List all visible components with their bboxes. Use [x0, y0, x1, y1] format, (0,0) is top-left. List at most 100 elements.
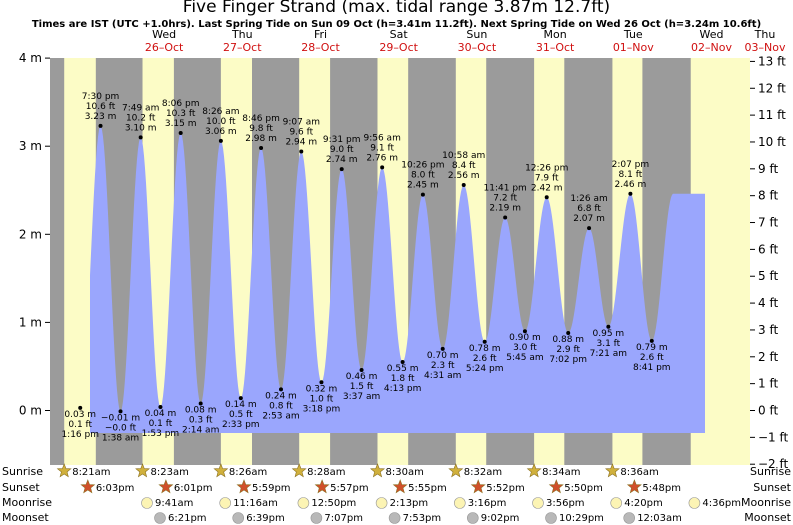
tide-label: 0.24 m	[265, 391, 297, 401]
almanac-row-label: Moonset	[2, 511, 49, 524]
tide-label: 2.42 m	[531, 183, 563, 193]
day-of-week: Thu	[231, 28, 253, 41]
sunset-icon	[626, 479, 642, 494]
tide-point	[319, 380, 324, 385]
tide-label: 0.90 m	[509, 333, 541, 343]
almanac-row-label: Moonrise	[2, 496, 52, 509]
sunset-icon	[314, 479, 330, 494]
tide-label: 10:58 am	[442, 151, 485, 161]
right-axis-label: −1 ft	[758, 430, 789, 444]
tide-label: 3.06 m	[205, 127, 237, 137]
sunset-icon	[548, 479, 564, 494]
right-axis-label: −2 ft	[758, 457, 789, 471]
tide-label: 0.04 m	[145, 409, 177, 419]
tide-label: 1:38 am	[102, 433, 139, 443]
tide-point	[178, 130, 183, 135]
tide-label: 7.9 ft	[535, 173, 559, 183]
chart-title: Five Finger Strand (max. tidal range 3.8…	[182, 0, 611, 17]
tide-label: 0.32 m	[306, 384, 338, 394]
tide-point	[587, 226, 592, 231]
sunrise-time: 8:26am	[229, 467, 267, 478]
tide-label: 2.45 m	[407, 181, 439, 191]
tide-label: 2.56 m	[448, 171, 480, 181]
moonrise-time: 4:20pm	[624, 498, 663, 509]
sunrise-icon	[448, 463, 464, 478]
tide-point	[420, 192, 425, 197]
tide-label: 2:07 pm	[612, 160, 650, 170]
tide-label: 0.3 ft	[189, 415, 213, 425]
moonrise-icon	[688, 497, 701, 509]
right-axis-label: 5 ft	[758, 269, 778, 283]
sunrise-time: 8:23am	[151, 467, 189, 478]
almanac-row-label: Sunset	[2, 481, 40, 494]
tide-label: 1:26 am	[570, 194, 607, 204]
tide-point	[299, 149, 304, 154]
right-axis-label: 10 ft	[758, 135, 786, 149]
moonrise-time: 9:41am	[155, 498, 193, 509]
sunrise-time: 8:36am	[620, 467, 658, 478]
sunset-time: 5:48pm	[642, 483, 681, 494]
tide-label: 2.94 m	[285, 137, 317, 147]
moonrise-time: 3:56pm	[546, 498, 585, 509]
moonset-time: 6:39pm	[246, 513, 285, 524]
tide-label: 1.5 ft	[350, 382, 374, 392]
almanac-row-label: Moonset	[744, 511, 791, 524]
tide-label: 8:26 am	[202, 107, 239, 117]
sunrise-time: 8:30am	[385, 467, 423, 478]
tide-label: 8.1 ft	[619, 170, 643, 180]
tide-label: 1.8 ft	[391, 374, 415, 384]
tide-label: −0.0 ft	[105, 423, 137, 433]
moonset-icon	[388, 512, 401, 524]
moonrise-time: 2:13pm	[390, 498, 429, 509]
sunset-icon	[470, 479, 486, 494]
tide-label: 0.5 ft	[229, 410, 253, 420]
tide-label: 10.0 ft	[206, 117, 236, 127]
tide-label: 2.6 ft	[640, 353, 664, 363]
tide-label: 7.2 ft	[493, 194, 517, 204]
moonrise-time: 3:16pm	[468, 498, 507, 509]
chart-subtitle: Times are IST (UTC +1.0hrs). Last Spring…	[31, 19, 762, 30]
sunset-icon	[392, 479, 408, 494]
tide-label: 1:53 pm	[142, 429, 180, 439]
tide-label: 10.3 ft	[166, 109, 196, 119]
tide-label: 4:13 pm	[384, 384, 422, 394]
tide-label: 0.03 m	[64, 410, 96, 420]
left-axis-label: 4 m	[19, 51, 42, 65]
tide-label: 0.78 m	[469, 344, 501, 354]
tide-label: 2.74 m	[326, 155, 358, 165]
tide-label: 10.2 ft	[126, 113, 156, 123]
sunrise-icon	[135, 463, 151, 478]
moonset-time: 9:02pm	[481, 513, 520, 524]
left-axis-label: 0 m	[19, 404, 42, 418]
almanac-row-label: Sunrise	[2, 465, 43, 478]
right-axis-label: 11 ft	[758, 108, 786, 122]
moonset-icon	[466, 512, 479, 524]
tide-label: 8:41 pm	[633, 363, 671, 373]
tide-point	[606, 324, 611, 329]
moonrise-time: 4:36pm	[702, 498, 741, 509]
tide-label: 3.15 m	[165, 119, 197, 129]
day-of-week: Fri	[314, 28, 327, 41]
tide-label: 5:24 pm	[466, 364, 504, 374]
sunset-icon	[158, 479, 174, 494]
sunrise-icon	[604, 463, 620, 478]
tide-label: 8.0 ft	[411, 171, 435, 181]
day-of-week: Wed	[700, 28, 724, 41]
tide-point	[118, 409, 123, 414]
left-axis-label: 3 m	[19, 139, 42, 153]
tide-point	[380, 165, 385, 170]
day-date: 30–Oct	[458, 41, 497, 54]
tide-label: 2.98 m	[245, 134, 277, 144]
tide-label: 2.6 ft	[473, 354, 497, 364]
day-date: 31–Oct	[536, 41, 575, 54]
tide-point	[503, 215, 508, 220]
tide-label: 3.0 ft	[513, 343, 537, 353]
tide-label: 10.6 ft	[86, 102, 116, 112]
sunrise-icon	[291, 463, 307, 478]
day-of-week: Wed	[152, 28, 176, 41]
right-axis-label: 2 ft	[758, 350, 778, 364]
sunrise-time: 8:34am	[542, 467, 580, 478]
sunset-icon	[80, 479, 96, 494]
right-axis-label: 3 ft	[758, 323, 778, 337]
right-axis-label: 0 ft	[758, 404, 778, 418]
